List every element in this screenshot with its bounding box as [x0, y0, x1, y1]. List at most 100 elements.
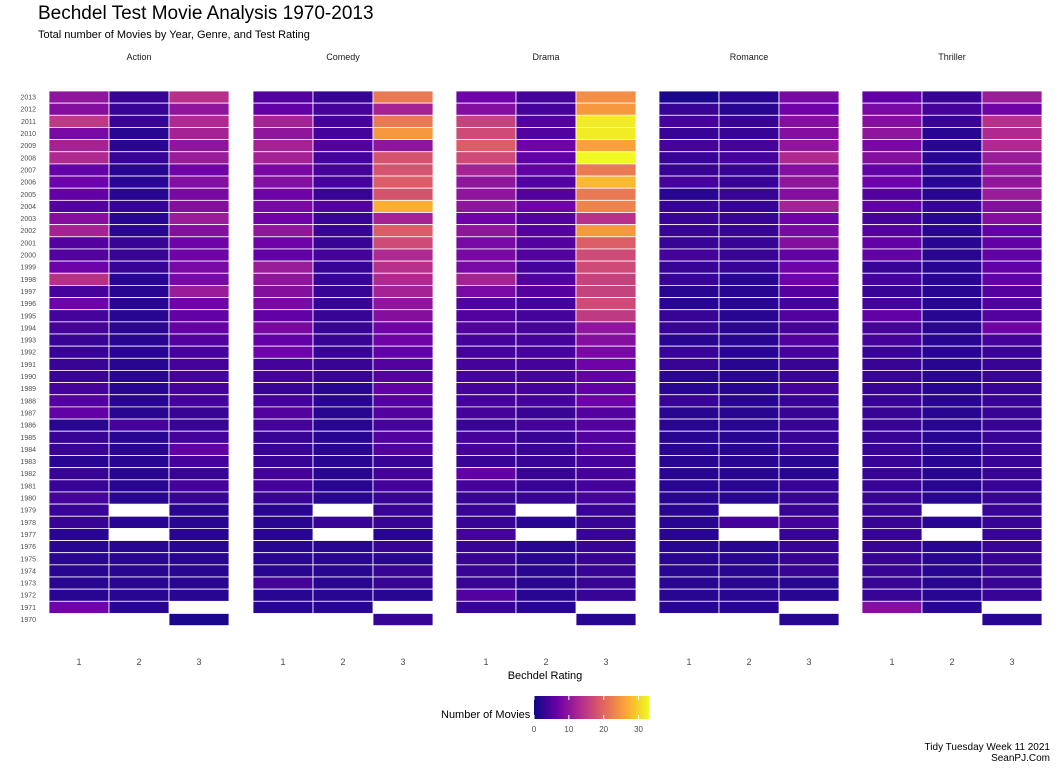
heatmap-cell	[455, 430, 517, 444]
heatmap-cell	[778, 284, 840, 298]
rating-tick-label: 3	[400, 657, 405, 667]
heatmap-cell	[312, 260, 374, 274]
heatmap-cell	[455, 151, 517, 165]
year-tick-label: 1988	[20, 398, 36, 405]
heatmap-cell	[575, 370, 637, 384]
heatmap-cell	[515, 102, 577, 116]
heatmap-cell	[252, 528, 314, 541]
heatmap-cell	[455, 382, 517, 396]
heatmap-cell	[48, 187, 110, 201]
heatmap-cell	[372, 333, 434, 347]
heatmap-cell	[312, 127, 374, 140]
heatmap-cell	[455, 467, 517, 481]
heatmap-cell	[658, 139, 720, 153]
heatmap-cell	[168, 199, 230, 213]
heatmap-cell	[168, 491, 230, 505]
heatmap-cell	[861, 370, 923, 384]
heatmap-cell	[312, 199, 374, 213]
heatmap-cell	[515, 212, 577, 226]
heatmap-cell	[718, 345, 780, 359]
heatmap-cell	[48, 236, 110, 250]
year-tick-label: 1998	[20, 277, 36, 284]
facet-label-romance: Romance	[730, 52, 769, 62]
heatmap-cell	[515, 540, 577, 554]
heatmap-cell	[981, 175, 1043, 189]
heatmap-cell	[921, 139, 983, 153]
heatmap-cell	[981, 321, 1043, 335]
heatmap-cell	[252, 588, 314, 602]
heatmap-cell	[372, 552, 434, 566]
heatmap-cell	[252, 127, 314, 140]
heatmap-cell	[168, 236, 230, 250]
year-tick-label: 1994	[20, 325, 36, 332]
year-tick-label: 1979	[20, 508, 36, 515]
heatmap-cell	[718, 212, 780, 226]
heatmap-cell	[108, 455, 170, 469]
heatmap-cell	[861, 139, 923, 153]
heatmap-cell	[981, 284, 1043, 298]
heatmap-cell	[108, 564, 170, 578]
heatmap-cell	[455, 515, 517, 529]
heatmap-cell	[108, 382, 170, 396]
heatmap-cell	[168, 333, 230, 347]
heatmap-cell	[372, 442, 434, 456]
heatmap-cell	[778, 297, 840, 311]
heatmap-cell	[575, 114, 637, 128]
heatmap-cell	[575, 455, 637, 469]
heatmap-cell	[312, 102, 374, 116]
heatmap-cell	[658, 333, 720, 347]
heatmap-cell	[48, 199, 110, 213]
heatmap-cell	[718, 127, 780, 140]
heatmap-cell	[372, 175, 434, 189]
heatmap-cell	[48, 576, 110, 590]
heatmap-cell	[981, 260, 1043, 274]
heatmap-cell	[455, 272, 517, 286]
heatmap-cell	[861, 467, 923, 481]
heatmap-cell	[312, 467, 374, 481]
heatmap-cell	[108, 175, 170, 189]
heatmap-cell	[312, 114, 374, 128]
heatmap-cells	[48, 90, 1043, 627]
heatmap-cell	[575, 321, 637, 335]
legend-tick-label: 0	[532, 725, 537, 734]
rating-tick-label: 2	[746, 657, 751, 667]
heatmap-cell	[981, 613, 1043, 627]
heatmap-cell	[861, 187, 923, 201]
year-tick-label: 1989	[20, 386, 36, 393]
heatmap-cell	[372, 163, 434, 177]
heatmap-cell	[108, 370, 170, 384]
year-tick-label: 2012	[20, 107, 36, 114]
heatmap-cell	[108, 552, 170, 566]
heatmap-cell	[312, 394, 374, 408]
heatmap-cell	[861, 442, 923, 456]
heatmap-cell	[455, 370, 517, 384]
heatmap-cell	[658, 528, 720, 541]
heatmap-cell	[778, 90, 840, 104]
heatmap-cell	[718, 224, 780, 238]
year-tick-label: 1980	[20, 496, 36, 503]
heatmap-cell	[718, 515, 780, 529]
heatmap-cell	[252, 345, 314, 359]
heatmap-cell	[778, 224, 840, 238]
heatmap-cell	[312, 139, 374, 153]
heatmap-cell	[861, 309, 923, 323]
heatmap-cell	[658, 102, 720, 116]
heatmap-cell	[108, 491, 170, 505]
heatmap-cell	[861, 503, 923, 517]
year-tick-label: 1986	[20, 423, 36, 430]
heatmap-cell	[312, 284, 374, 298]
heatmap-cell	[372, 540, 434, 554]
heatmap-cell	[372, 321, 434, 335]
heatmap-cell	[718, 321, 780, 335]
heatmap-cell	[575, 613, 637, 627]
heatmap-cell	[778, 552, 840, 566]
heatmap-cell	[718, 588, 780, 602]
heatmap-cell	[778, 321, 840, 335]
heatmap-cell	[981, 199, 1043, 213]
heatmap-cell	[718, 236, 780, 250]
heatmap-cell	[861, 455, 923, 469]
heatmap-cell	[252, 576, 314, 590]
heatmap-cell	[778, 394, 840, 408]
heatmap-cell	[575, 430, 637, 444]
heatmap-cell	[515, 163, 577, 177]
